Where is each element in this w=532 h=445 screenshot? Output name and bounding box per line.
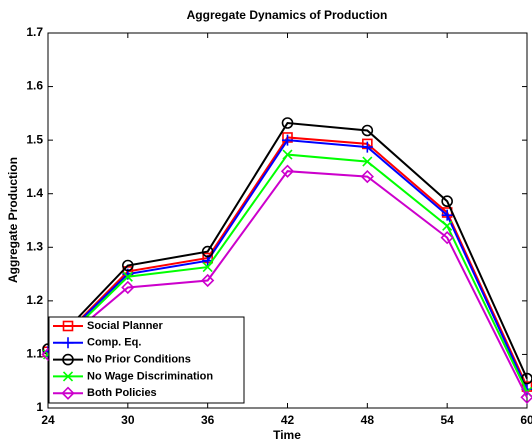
marker: [62, 320, 74, 332]
marker: [521, 372, 532, 385]
legend-label: Comp. Eq.: [87, 337, 141, 349]
legend-label: Social Planner: [87, 320, 164, 332]
x-tick-label: 42: [281, 413, 295, 427]
y-axis-label: Aggregate Production: [6, 157, 20, 283]
series-line: [47, 121, 528, 379]
marker: [441, 195, 453, 208]
marker: [281, 117, 294, 129]
y-tick-label: 1: [36, 400, 43, 414]
marker: [360, 169, 374, 184]
marker: [121, 280, 135, 295]
marker: [122, 271, 133, 282]
x-tick-label: 24: [41, 413, 55, 427]
y-tick-label: 1.2: [26, 293, 43, 307]
marker: [442, 220, 453, 231]
chart-title: Aggregate Dynamics of Production: [187, 8, 388, 22]
marker: [282, 149, 293, 160]
marker: [280, 164, 295, 178]
y-tick-label: 1.3: [26, 239, 43, 253]
marker: [62, 353, 74, 366]
x-tick-label: 60: [520, 413, 532, 427]
x-tick-label: 36: [201, 413, 215, 427]
marker: [122, 259, 134, 272]
y-tick-label: 1.6: [26, 79, 43, 93]
marker: [62, 371, 74, 382]
x-axis-label: Time: [273, 428, 301, 442]
legend-label: Both Policies: [87, 387, 157, 399]
y-tick-label: 1.5: [26, 132, 43, 146]
x-tick-label: 54: [440, 413, 454, 427]
marker: [202, 262, 213, 273]
y-tick-label: 1.1: [26, 347, 43, 361]
y-tick-label: 1.7: [26, 25, 43, 39]
marker: [201, 273, 215, 288]
marker: [61, 386, 75, 400]
marker: [520, 390, 532, 404]
marker: [362, 156, 373, 167]
marker: [62, 337, 74, 349]
marker: [440, 231, 454, 245]
marker: [361, 141, 373, 153]
series-line: [47, 170, 528, 398]
marker: [282, 134, 293, 146]
marker: [441, 209, 453, 221]
legend-label: No Wage Discrimination: [87, 370, 213, 382]
marker: [361, 124, 374, 137]
legend-label: No Prior Conditions: [87, 354, 191, 366]
y-tick-label: 1.4: [26, 186, 43, 200]
x-tick-label: 48: [361, 413, 375, 427]
x-tick-label: 30: [121, 413, 135, 427]
marker: [201, 245, 214, 258]
